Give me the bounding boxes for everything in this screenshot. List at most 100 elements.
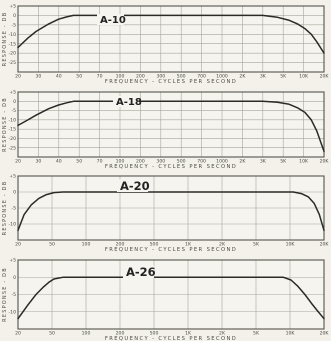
x-tick-label: 2K — [219, 242, 226, 248]
x-tick-label: 10K — [286, 242, 296, 248]
chart-svg: +5 0 -5 -10 -15 -20 -25 20 30 40 50 70 100 200 300 500 7… — [2, 4, 330, 85]
chart-svg: +5 0 -5 -10 20 50 100 200 500 1K 2K 5K 10K 20K FREQUEN… — [2, 174, 330, 253]
x-tick-label: 20K — [320, 331, 330, 337]
y-tick-label: -25 — [8, 145, 16, 151]
y-axis-label: RESPONSE - DB — [2, 267, 8, 322]
x-tick-label: 100 — [116, 159, 125, 165]
x-tick-label: 20 — [15, 74, 21, 80]
x-tick-label: 2K — [219, 331, 226, 337]
x-tick-label: 20K — [320, 159, 330, 165]
y-tick-label: -10 — [8, 117, 16, 123]
x-tick-label: 1K — [185, 331, 192, 337]
x-tick-label: 500 — [150, 331, 159, 337]
response-curve — [17, 191, 325, 232]
x-tick-label: 20K — [320, 242, 330, 248]
y-tick-label: +5 — [9, 4, 16, 10]
x-tick-label: 200 — [116, 242, 125, 248]
x-tick-label: 30 — [35, 159, 41, 165]
x-tick-label: 10K — [299, 159, 309, 165]
x-tick-label: 5K — [253, 331, 260, 337]
x-tick-label: 200 — [136, 159, 145, 165]
x-tick-label: 3K — [260, 74, 267, 80]
y-axis-label: RESPONSE - DB — [2, 181, 8, 236]
plot-frame — [17, 175, 325, 241]
title-backdrop — [123, 265, 155, 278]
x-tick-label: 500 — [150, 242, 159, 248]
x-tick-label: 100 — [82, 331, 91, 337]
x-tick-label: 5K — [253, 242, 260, 248]
y-tick-label: 0 — [13, 190, 16, 196]
x-tick-label: 200 — [136, 74, 145, 80]
x-tick-label: 2K — [239, 159, 246, 165]
x-tick-label: 20 — [15, 242, 21, 248]
y-tick-label: +5 — [9, 174, 16, 180]
x-tick-label: 700 — [197, 159, 206, 165]
x-tick-label: 300 — [156, 159, 165, 165]
x-tick-label: 20K — [320, 74, 330, 80]
y-tick-label: -15 — [8, 127, 16, 133]
y-tick-label: -25 — [8, 60, 16, 66]
x-tick-label: 1000 — [216, 74, 228, 80]
y-tick-label: -5 — [11, 206, 16, 212]
x-tick-label: 5K — [280, 74, 287, 80]
x-tick-label: 500 — [177, 74, 186, 80]
x-tick-label: 20 — [15, 159, 21, 165]
x-tick-label: 20 — [15, 331, 21, 337]
x-tick-label: 40 — [56, 159, 62, 165]
y-tick-label: 0 — [13, 13, 16, 19]
x-tick-label: 10K — [286, 331, 296, 337]
x-tick-label: 1K — [185, 242, 192, 248]
chart-svg: +5 0 -5 -10 20 50 100 200 500 1K 2K 5K 10K 20K FREQUEN… — [2, 258, 330, 341]
y-tick-label: 0 — [13, 99, 16, 105]
x-tick-label: 50 — [76, 74, 82, 80]
y-tick-label: -5 — [11, 22, 16, 28]
x-tick-label: 500 — [177, 159, 186, 165]
x-axis-label: FREQUENCY - CYCLES PER SECOND — [105, 247, 237, 253]
y-tick-label: +5 — [9, 258, 16, 264]
y-tick-label: -5 — [11, 108, 16, 114]
x-tick-label: 5K — [280, 159, 287, 165]
y-axis-label: RESPONSE - DB — [2, 12, 8, 67]
x-axis-label: FREQUENCY - CYCLES PER SECOND — [105, 164, 237, 170]
x-tick-label: 50 — [49, 242, 55, 248]
chart-a20: +5 0 -5 -10 20 50 100 200 500 1K 2K 5K 10K 20K FREQUEN… — [0, 168, 331, 253]
x-tick-label: 1000 — [216, 159, 228, 165]
y-tick-label: -20 — [8, 136, 16, 142]
y-tick-label: -15 — [8, 41, 16, 47]
x-tick-label: 70 — [97, 74, 103, 80]
chart-a18: +5 0 -5 -10 -15 -20 -25 20 30 40 50 70 100 200 300 500 7… — [0, 84, 331, 170]
title-backdrop — [113, 96, 140, 107]
x-tick-label: 10K — [299, 74, 309, 80]
response-curve — [17, 14, 325, 54]
plot-frame — [17, 91, 325, 158]
chart-svg: +5 0 -5 -10 -15 -20 -25 20 30 40 50 70 100 200 300 500 7… — [2, 90, 330, 170]
x-tick-label: 3K — [260, 159, 267, 165]
x-tick-label: 100 — [82, 242, 91, 248]
chart-title: A-20 — [120, 179, 150, 193]
x-tick-label: 50 — [76, 159, 82, 165]
y-tick-label: -20 — [8, 51, 16, 57]
x-tick-label: 70 — [97, 159, 103, 165]
x-tick-label: 2K — [239, 74, 246, 80]
title-backdrop — [117, 179, 149, 192]
chart-title: A-18 — [116, 97, 142, 108]
chart-a26: +5 0 -5 -10 20 50 100 200 500 1K 2K 5K 10K 20K FREQUEN… — [0, 252, 331, 341]
y-tick-label: -10 — [8, 309, 16, 315]
chart-title: A-10 — [100, 15, 126, 26]
x-axis-label: FREQUENCY - CYCLES PER SECOND — [105, 336, 237, 341]
y-axis-label: RESPONSE - DB — [2, 97, 8, 152]
y-tick-label: -10 — [8, 32, 16, 38]
x-tick-label: 200 — [116, 331, 125, 337]
chart-a10: +5 0 -5 -10 -15 -20 -25 20 30 40 50 70 100 200 300 500 7… — [0, 0, 331, 85]
x-tick-label: 50 — [49, 331, 55, 337]
plot-frame — [17, 5, 325, 73]
chart-title: A-26 — [126, 265, 156, 279]
plot-frame — [17, 259, 325, 330]
title-backdrop — [97, 14, 124, 25]
x-axis-label: FREQUENCY - CYCLES PER SECOND — [105, 79, 237, 85]
y-tick-label: -5 — [11, 292, 16, 298]
y-tick-label: 0 — [13, 275, 16, 281]
x-tick-label: 40 — [56, 74, 62, 80]
y-tick-label: +5 — [9, 90, 16, 96]
